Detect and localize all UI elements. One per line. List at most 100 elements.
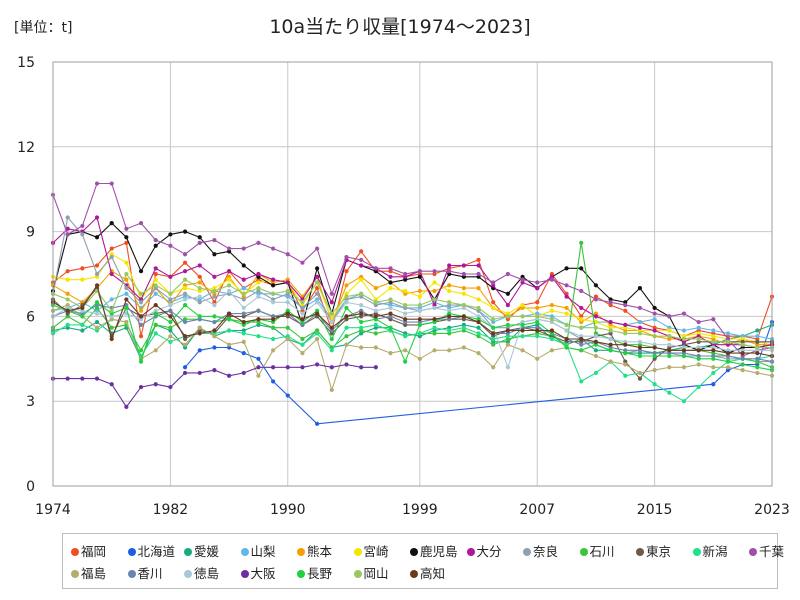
data-point <box>549 348 554 353</box>
data-point <box>241 319 246 325</box>
data-point <box>711 317 716 322</box>
data-point <box>182 229 188 234</box>
data-point <box>359 325 364 330</box>
data-point <box>476 331 481 336</box>
data-point <box>315 362 320 367</box>
data-point <box>637 370 643 376</box>
data-point <box>285 288 290 294</box>
data-point <box>241 370 246 376</box>
data-point <box>667 314 672 319</box>
data-point <box>168 291 173 296</box>
data-point <box>476 305 481 311</box>
legend-label: 東京 <box>646 544 672 559</box>
data-point <box>740 368 745 373</box>
data-point <box>740 351 745 356</box>
data-point <box>476 325 481 330</box>
data-point <box>197 240 202 246</box>
data-point <box>505 328 510 333</box>
data-point <box>124 226 129 231</box>
data-point <box>256 334 261 339</box>
data-point <box>94 263 100 268</box>
data-point <box>124 260 129 265</box>
data-point <box>124 291 129 296</box>
data-point <box>652 345 657 350</box>
data-point <box>755 334 760 339</box>
data-point <box>593 348 599 353</box>
data-point <box>182 370 188 376</box>
data-point <box>153 311 158 316</box>
data-point <box>168 302 173 308</box>
data-point <box>109 246 114 251</box>
legend-swatch <box>353 570 362 578</box>
data-point <box>652 311 657 316</box>
data-point <box>212 302 217 308</box>
legend-label: 福島 <box>81 566 107 581</box>
legend-item: 長野 <box>297 563 332 582</box>
data-point <box>637 331 643 336</box>
series-line <box>52 242 773 340</box>
data-point <box>505 314 510 319</box>
data-point <box>740 362 745 367</box>
data-point <box>344 334 349 339</box>
data-point <box>755 356 760 361</box>
data-point <box>168 297 173 302</box>
data-point <box>300 300 305 305</box>
data-point <box>608 336 613 342</box>
data-point <box>417 274 422 279</box>
legend-swatch <box>636 548 644 556</box>
data-point <box>608 348 613 353</box>
plot-frame <box>52 61 773 487</box>
legend-label: 大分 <box>476 544 502 559</box>
series-line <box>52 318 773 402</box>
data-point <box>579 325 584 330</box>
data-point <box>212 368 217 373</box>
data-point <box>197 235 202 240</box>
data-point <box>256 294 261 299</box>
data-point <box>593 325 599 330</box>
data-point <box>271 291 276 296</box>
data-point <box>520 334 525 339</box>
data-point <box>549 277 554 282</box>
data-point <box>403 302 408 308</box>
series-line <box>52 272 772 349</box>
legend-swatch <box>410 548 418 556</box>
series-line <box>52 283 773 357</box>
data-point <box>256 356 261 361</box>
data-point <box>593 319 599 325</box>
data-point <box>138 322 144 327</box>
data-point <box>564 322 569 327</box>
data-point <box>109 325 114 330</box>
data-point <box>300 365 305 370</box>
data-point <box>623 373 628 378</box>
data-point <box>285 336 290 342</box>
data-point <box>285 300 290 305</box>
data-point <box>65 232 70 237</box>
data-point <box>80 305 85 311</box>
data-point <box>535 305 540 311</box>
data-point <box>623 302 628 308</box>
data-point <box>681 353 687 359</box>
data-point <box>461 325 466 330</box>
data-point <box>637 319 643 325</box>
data-point <box>65 376 70 381</box>
series-宮崎 <box>50 252 775 347</box>
data-point <box>608 328 613 333</box>
data-point <box>271 246 276 251</box>
x-tick-label: 1974 <box>35 502 71 518</box>
legend-swatch <box>240 570 249 578</box>
series-高知 <box>50 283 775 359</box>
data-point <box>432 269 437 274</box>
legend-item: 高知 <box>410 563 445 582</box>
data-point <box>168 274 173 279</box>
legend-swatch <box>523 548 531 556</box>
data-point <box>403 311 408 316</box>
series-line <box>52 216 773 349</box>
data-point <box>388 351 393 356</box>
data-point <box>94 181 100 186</box>
data-point <box>755 365 760 370</box>
data-point <box>168 325 173 330</box>
legend-item: 千葉 <box>749 541 784 560</box>
data-point <box>168 339 173 344</box>
legend-label: 宮崎 <box>363 544 389 559</box>
data-point <box>696 362 701 367</box>
